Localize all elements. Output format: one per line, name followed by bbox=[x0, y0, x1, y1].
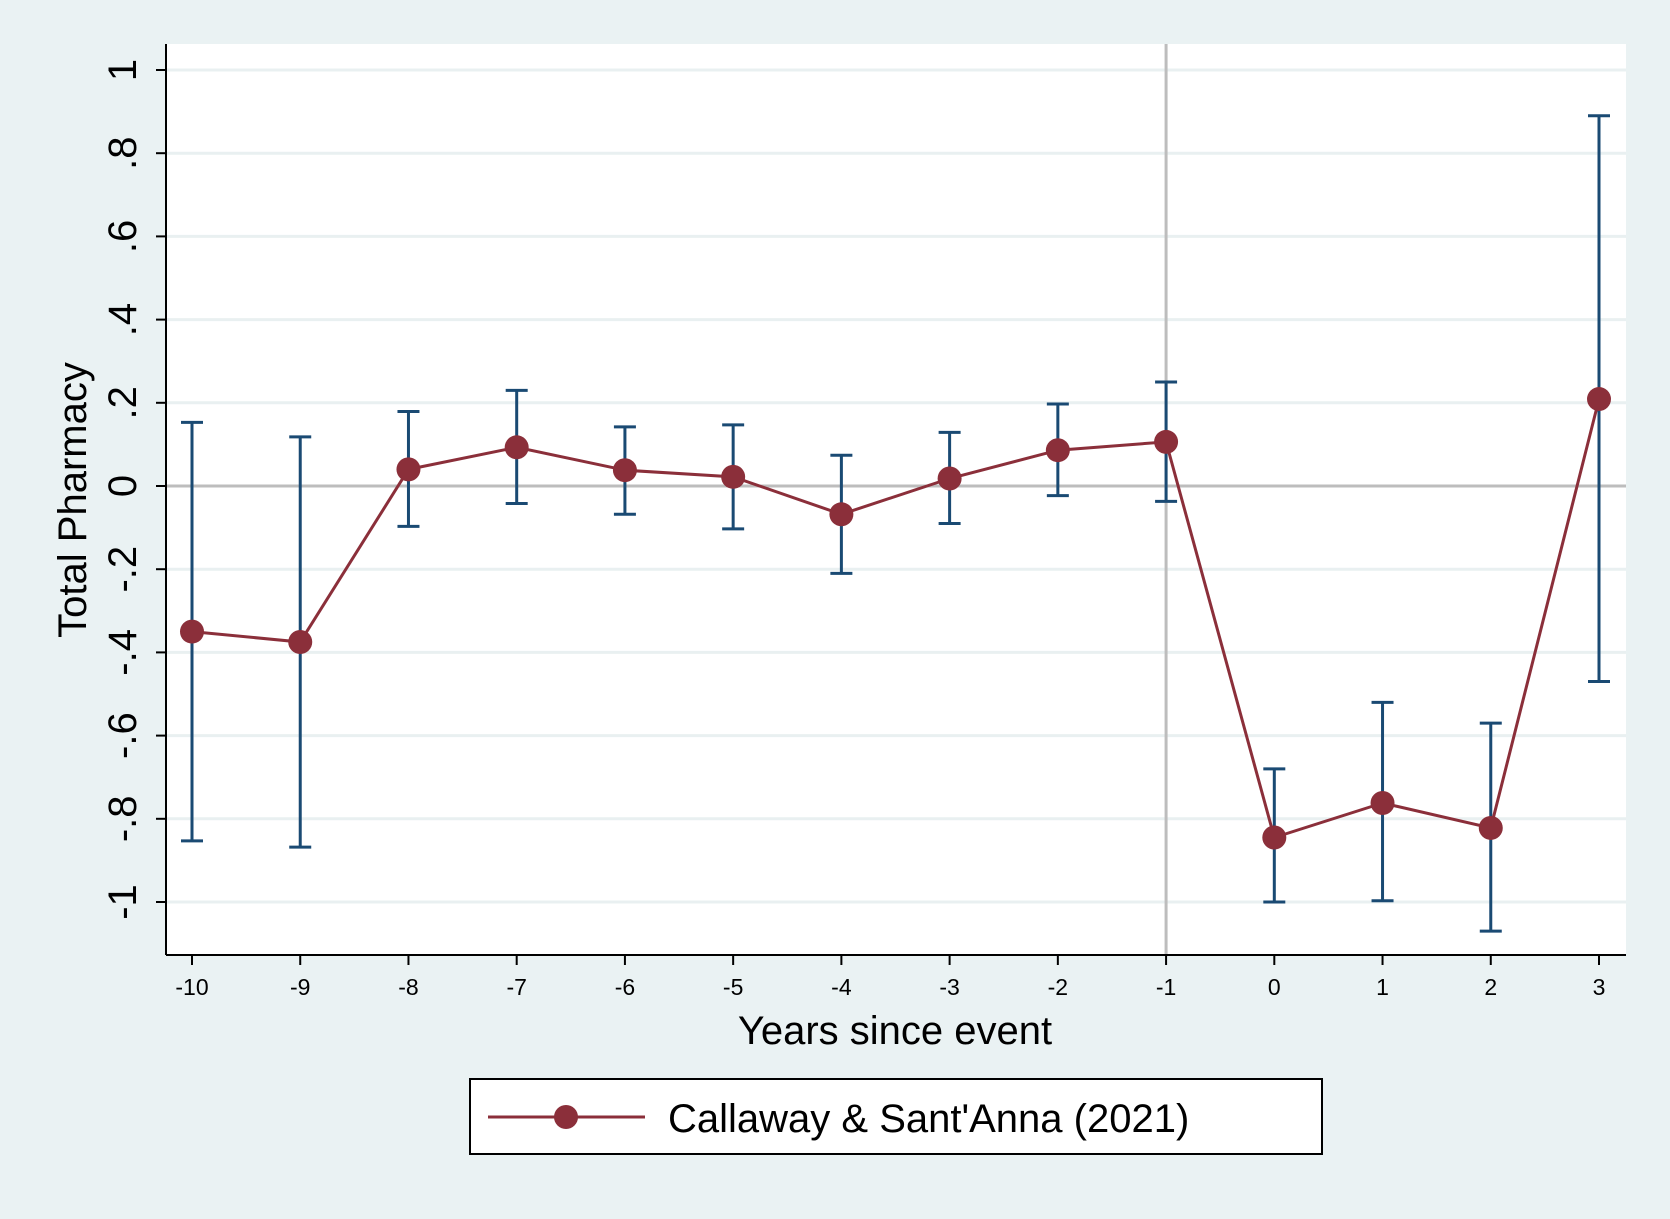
data-point bbox=[937, 466, 962, 491]
y-tick-label: -1 bbox=[101, 884, 145, 920]
x-tick-label: -5 bbox=[723, 974, 743, 1000]
x-axis-title: Years since event bbox=[738, 1009, 1052, 1053]
series-line bbox=[191, 398, 1601, 840]
x-tick-label: 3 bbox=[1593, 974, 1606, 1000]
legend-series-label: Callaway & Sant'Anna (2021) bbox=[668, 1097, 1189, 1141]
y-tick-label: .8 bbox=[101, 137, 145, 170]
data-point bbox=[180, 619, 204, 644]
data-point bbox=[1587, 387, 1611, 412]
data-point bbox=[1045, 438, 1070, 463]
x-tick-label: -8 bbox=[398, 974, 418, 1000]
x-tick-label: -4 bbox=[831, 974, 852, 1000]
x-tick-label: -2 bbox=[1048, 974, 1068, 1000]
data-point bbox=[288, 630, 313, 654]
x-tick-label: -3 bbox=[939, 974, 959, 1000]
data-point bbox=[829, 502, 854, 527]
data-point bbox=[504, 435, 529, 460]
data-point bbox=[721, 464, 746, 489]
data-point bbox=[1370, 790, 1395, 815]
data-point bbox=[1154, 429, 1179, 454]
data-point bbox=[396, 457, 421, 482]
legend: Callaway & Sant'Anna (2021) bbox=[469, 1078, 1323, 1155]
y-tick-label: .6 bbox=[101, 220, 145, 253]
x-tick-label: -6 bbox=[615, 974, 635, 1000]
y-axis-title: Total Pharmacy bbox=[51, 362, 95, 638]
x-tick-label: 0 bbox=[1268, 974, 1281, 1000]
plot-area: -1-.8-.6-.4-.20.2.4.6.81-10 -9 -8 -7 -6 -5 -4-… bbox=[101, 44, 1626, 1000]
data-point bbox=[612, 458, 637, 483]
legend-series-marker bbox=[554, 1105, 578, 1129]
y-tick-label: -.2 bbox=[101, 546, 145, 593]
x-tick-label: -10 bbox=[175, 974, 208, 1000]
y-tick-label: .2 bbox=[101, 386, 145, 419]
x-tick-label: 2 bbox=[1484, 974, 1497, 1000]
y-tick-label: -.6 bbox=[101, 712, 145, 759]
y-tick-label: -.4 bbox=[101, 629, 145, 676]
y-tick-label: 0 bbox=[101, 475, 145, 497]
x-tick-label: 1 bbox=[1376, 974, 1389, 1000]
data-point bbox=[1262, 825, 1287, 850]
x-tick-label: -9 bbox=[290, 974, 310, 1000]
y-tick-label: .4 bbox=[101, 303, 145, 336]
y-tick-label: -.8 bbox=[101, 795, 145, 842]
y-tick-label: 1 bbox=[101, 59, 145, 81]
x-tick-label: -1 bbox=[1156, 974, 1176, 1000]
data-point bbox=[1478, 815, 1503, 840]
x-tick-label: -7 bbox=[506, 974, 526, 1000]
